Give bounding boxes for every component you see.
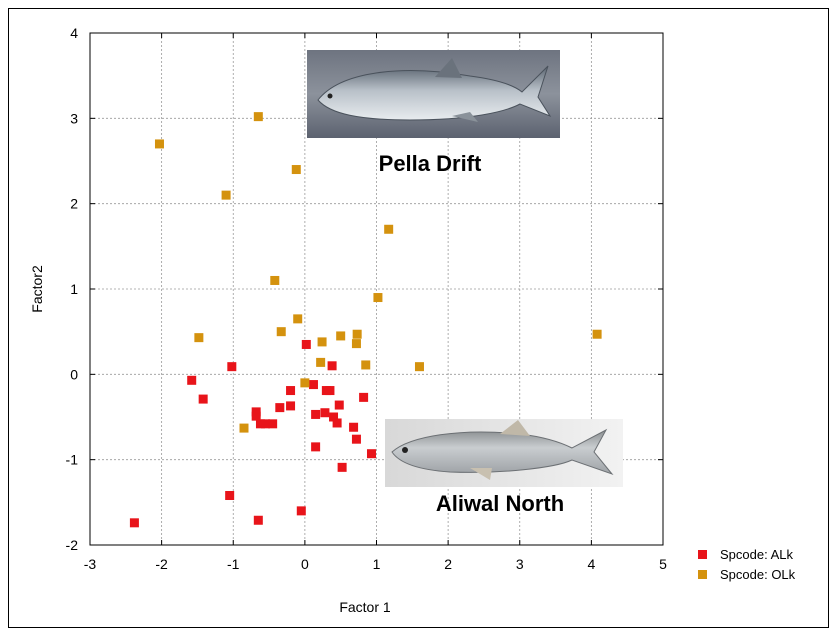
y-tick-label: -1 [66, 452, 79, 468]
y-tick-label: 1 [70, 281, 78, 297]
data-point [268, 419, 278, 429]
data-point [300, 378, 310, 388]
data-point [351, 434, 361, 444]
data-point [329, 412, 339, 422]
y-axis-title: Factor2 [29, 265, 45, 313]
data-point [366, 449, 376, 459]
x-tick-label: -3 [84, 556, 97, 572]
data-point [225, 491, 235, 501]
data-point [221, 190, 231, 200]
data-point [286, 401, 296, 411]
data-point [276, 327, 286, 337]
pella-drift-fish-image [307, 50, 560, 138]
x-axis-title: Factor 1 [339, 599, 391, 615]
annotation-aliwal-north: Aliwal North [436, 491, 564, 516]
x-tick-label: -2 [155, 556, 168, 572]
data-point [359, 392, 369, 402]
data-point [351, 339, 361, 349]
x-tick-label: 4 [587, 556, 595, 572]
data-point [327, 361, 337, 371]
y-tick-label: 4 [70, 25, 78, 41]
x-tick-label: 1 [373, 556, 381, 572]
aliwal-north-fish-image [385, 419, 623, 487]
data-point [296, 506, 306, 516]
data-point [592, 329, 602, 339]
data-markers [129, 112, 602, 528]
data-point [275, 403, 285, 413]
axis-ticks [89, 32, 664, 546]
data-point [194, 333, 204, 343]
series-alk [129, 339, 376, 528]
data-point [187, 375, 197, 385]
legend-label-olk: Spcode: OLk [720, 567, 796, 582]
data-point [317, 337, 327, 347]
data-point [337, 462, 347, 472]
data-point [255, 419, 265, 429]
data-point [253, 112, 263, 122]
data-point [414, 362, 424, 372]
x-tick-label: 2 [444, 556, 452, 572]
data-point [373, 293, 383, 303]
data-point [308, 380, 318, 390]
data-point [334, 400, 344, 410]
legend: Spcode: ALk Spcode: OLk [698, 547, 796, 582]
data-point [384, 224, 394, 234]
y-tick-label: 3 [70, 110, 78, 126]
data-point [270, 275, 280, 285]
data-point [260, 419, 270, 429]
data-point [129, 518, 139, 528]
data-point [286, 386, 296, 396]
data-point [336, 331, 346, 341]
x-tick-label: 0 [301, 556, 309, 572]
x-tick-label: 3 [516, 556, 524, 572]
y-tick-label: 2 [70, 196, 78, 212]
y-tick-label: -2 [66, 537, 79, 553]
data-point [316, 357, 326, 367]
data-point [332, 418, 342, 428]
legend-swatch-olk [698, 570, 707, 579]
x-tick-label: 5 [659, 556, 667, 572]
data-point [198, 394, 208, 404]
series-olk [154, 112, 602, 433]
data-point [361, 360, 371, 370]
data-point [154, 139, 164, 149]
data-point [293, 314, 303, 324]
data-point [349, 422, 359, 432]
annotation-pella-drift: Pella Drift [379, 151, 482, 176]
x-tick-label: -1 [227, 556, 240, 572]
y-tick-label: 0 [70, 366, 78, 382]
data-point [227, 362, 237, 372]
data-point [311, 409, 321, 419]
data-point [291, 165, 301, 175]
data-point [352, 329, 362, 339]
legend-label-alk: Spcode: ALk [720, 547, 793, 562]
x-tick-labels: -3 -2 -1 0 1 2 3 4 5 [84, 556, 667, 572]
data-point [311, 442, 321, 452]
data-point [320, 408, 330, 418]
legend-swatch-alk [698, 550, 707, 559]
data-point [239, 423, 249, 433]
data-point [251, 411, 261, 421]
y-tick-labels: -2 -1 0 1 2 3 4 [66, 25, 79, 553]
data-point [301, 339, 311, 349]
data-point [325, 386, 335, 396]
data-point [253, 515, 263, 525]
